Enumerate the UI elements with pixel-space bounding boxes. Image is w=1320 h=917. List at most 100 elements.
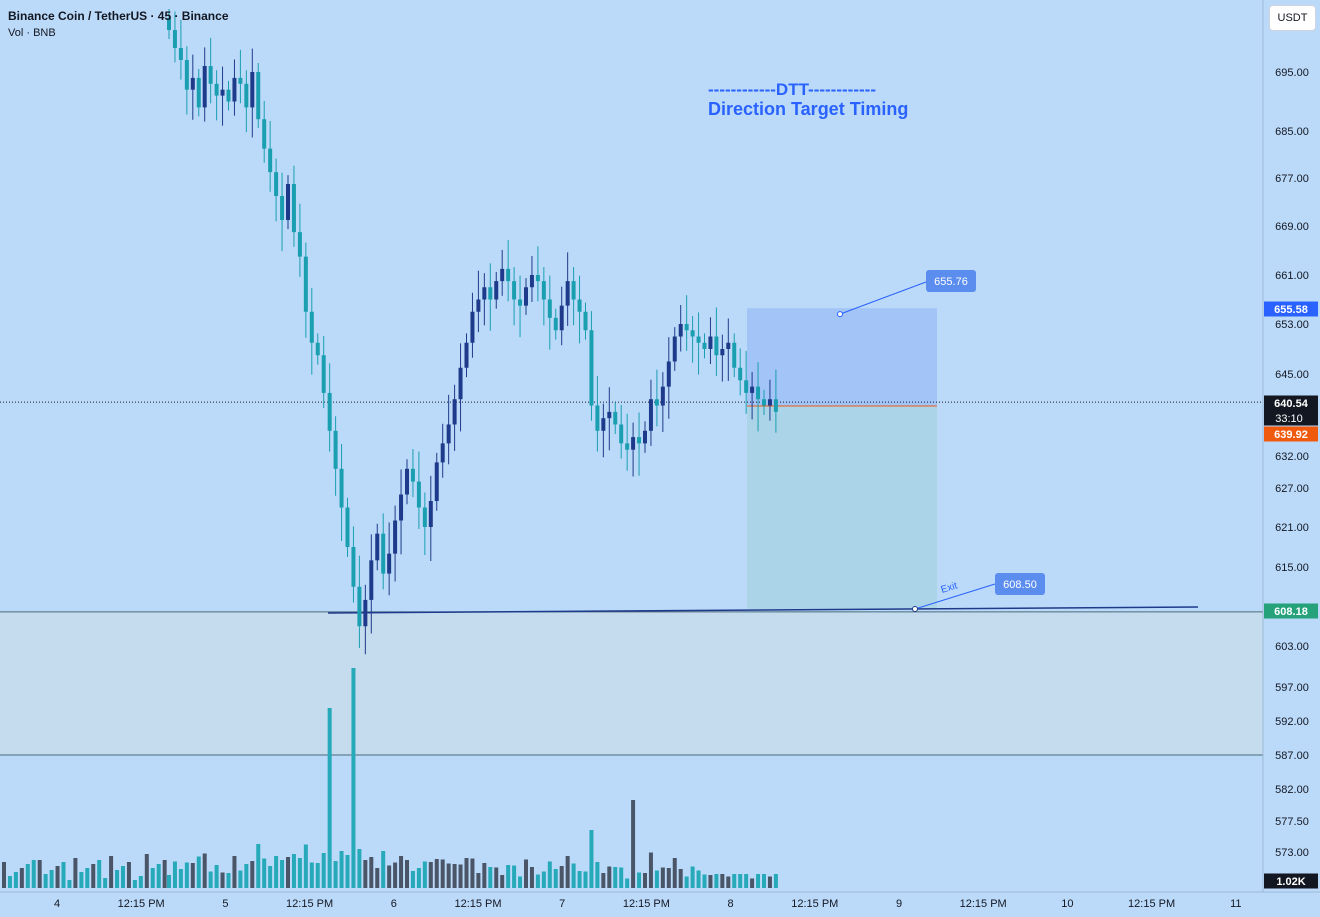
candle-body	[595, 405, 600, 431]
volume-bar	[327, 708, 332, 888]
candle-body	[577, 299, 582, 312]
volume-bar	[654, 870, 659, 888]
candle-body	[500, 268, 505, 282]
candle-body	[601, 418, 606, 431]
volume-bar	[286, 857, 290, 888]
candle-body	[553, 317, 558, 331]
volume-bar	[357, 849, 362, 888]
current-price-label-bg	[1264, 395, 1318, 426]
volume-bar	[660, 867, 665, 888]
exit-callout-value: 608.50	[1003, 579, 1037, 591]
volume-bar	[381, 851, 386, 888]
entry-price-label-bg	[1264, 426, 1318, 442]
candle-body	[315, 342, 320, 356]
volume-bar	[262, 858, 267, 888]
candle-body	[214, 83, 219, 96]
y-tick-label: 582.00	[1275, 784, 1309, 796]
volume-bar	[714, 874, 719, 888]
time-axis	[0, 892, 1320, 917]
exit-price-label: 608.18	[1274, 606, 1308, 618]
y-tick-label: 669.00	[1275, 221, 1309, 233]
volume-bar	[732, 874, 737, 888]
candle-body	[268, 148, 273, 173]
volume-bar	[109, 856, 114, 888]
volume-bar	[767, 876, 772, 888]
volume-bar	[440, 859, 445, 888]
candle-body	[518, 299, 523, 306]
y-tick-label: 587.00	[1275, 750, 1309, 762]
x-tick-label: 5	[222, 898, 228, 910]
volume-bar	[488, 867, 493, 888]
candle-body	[613, 411, 618, 425]
y-tick-label: 632.00	[1275, 451, 1309, 463]
candle-body	[648, 399, 653, 431]
candle-body	[714, 336, 719, 356]
volume-bar	[577, 871, 582, 888]
x-tick-label: 12:15 PM	[960, 898, 1007, 910]
volume-bar	[19, 868, 24, 888]
x-tick-label: 12:15 PM	[1128, 898, 1175, 910]
volume-bar	[541, 871, 546, 888]
volume-bar	[393, 862, 398, 888]
candle-body	[178, 48, 183, 60]
x-tick-label: 7	[559, 898, 565, 910]
candle-body	[297, 232, 302, 257]
candle-body	[696, 336, 701, 343]
candle-body	[619, 424, 624, 444]
x-tick-label: 12:15 PM	[623, 898, 670, 910]
volume-bar	[375, 868, 380, 888]
volume-bar	[144, 854, 149, 888]
candle-body	[488, 287, 493, 300]
x-tick-label: 12:15 PM	[118, 898, 165, 910]
volume-bar	[190, 863, 195, 888]
candle-body	[720, 349, 725, 356]
candle-body	[345, 507, 350, 547]
volume-bar	[678, 869, 683, 888]
candle-body	[321, 355, 326, 393]
volume-bar	[150, 868, 155, 888]
candle-body	[232, 77, 237, 102]
target-callout-point	[837, 311, 843, 318]
volume-bar	[138, 876, 143, 888]
volume-bar	[178, 869, 183, 888]
volume-bar	[434, 859, 439, 888]
volume-bar	[405, 860, 409, 888]
y-tick-label: 653.00	[1275, 319, 1309, 331]
y-tick-label: 615.00	[1275, 562, 1309, 574]
currency-button[interactable]: USDT	[1269, 5, 1316, 31]
volume-bar	[321, 853, 326, 888]
volume-bar	[631, 800, 636, 888]
volume-bar	[172, 861, 177, 888]
target-callout-box	[926, 270, 976, 292]
candle-body	[738, 367, 743, 381]
candle-body	[333, 430, 338, 469]
volume-bar	[387, 865, 392, 888]
candle-body	[339, 468, 344, 508]
x-tick-label: 10	[1061, 898, 1073, 910]
y-tick-label: 592.00	[1275, 716, 1309, 728]
volume-bar	[648, 852, 653, 888]
support-zone	[0, 611, 1263, 755]
candle-body	[470, 311, 475, 343]
candle-body	[756, 386, 761, 400]
candle-body	[583, 311, 588, 331]
candle-body	[309, 311, 314, 343]
volume-bar	[476, 873, 481, 888]
candle-body	[399, 494, 404, 521]
candle-body	[524, 287, 528, 306]
candle-body	[250, 72, 255, 108]
candle-body	[351, 547, 356, 587]
volume-bar	[410, 871, 415, 888]
volume-bar	[684, 876, 689, 888]
volume-bar	[25, 864, 30, 888]
volume-bar	[73, 858, 78, 888]
volume-bar	[7, 876, 12, 888]
volume-bar	[156, 864, 161, 888]
candle-body	[565, 281, 570, 306]
volume-bar	[214, 865, 219, 888]
volume-bar	[690, 866, 695, 888]
volume-bar	[506, 865, 511, 888]
candle-body	[506, 268, 511, 282]
volume-bar	[601, 873, 606, 888]
